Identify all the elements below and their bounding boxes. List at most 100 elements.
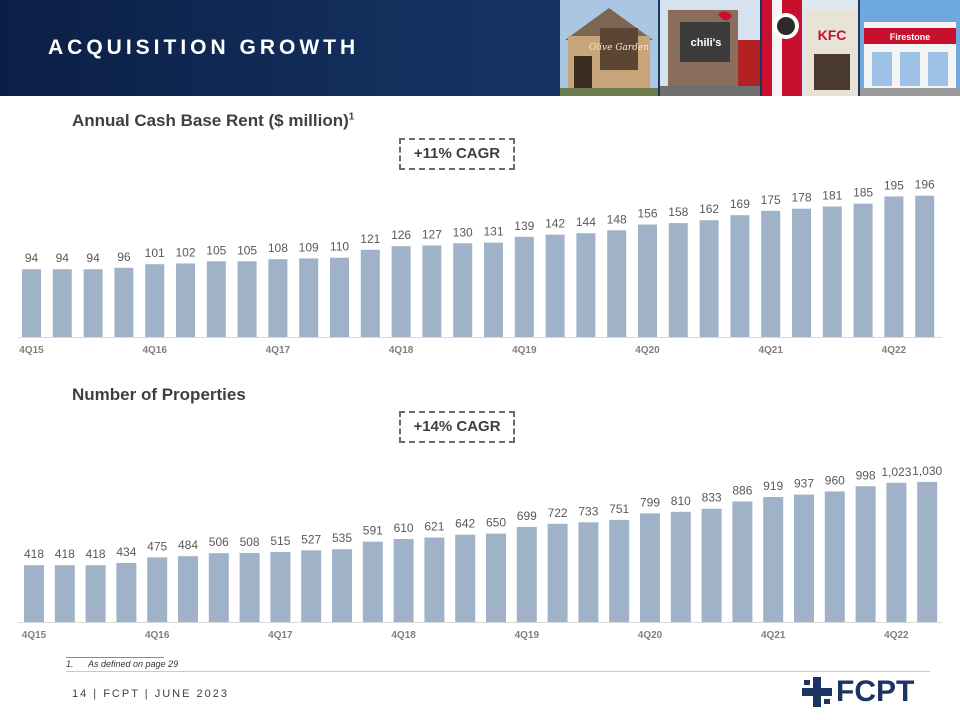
rent-cagr-box: +11% CAGR bbox=[399, 138, 515, 170]
rent-bar-1Q23 bbox=[915, 195, 935, 337]
kfc-sign: KFC bbox=[818, 27, 847, 43]
properties-bar-4Q17 bbox=[270, 551, 291, 622]
properties-data-label-4Q20: 799 bbox=[640, 495, 660, 509]
rent-bar-4Q17 bbox=[268, 259, 288, 337]
rent-bar-3Q19 bbox=[484, 242, 503, 337]
rent-data-label-2Q20: 144 bbox=[576, 215, 596, 229]
properties-data-label-4Q18: 610 bbox=[394, 521, 414, 535]
footnote-text: As defined on page 29 bbox=[88, 659, 179, 669]
rent-data-label-3Q20: 148 bbox=[607, 212, 627, 226]
rent-tick-label-4Q15: 4Q15 bbox=[19, 345, 44, 356]
rent-data-label-2Q21: 162 bbox=[699, 202, 719, 216]
rent-data-label-1Q20: 142 bbox=[545, 217, 565, 231]
rent-data-label-2Q18: 110 bbox=[330, 240, 349, 254]
properties-data-label-4Q21: 919 bbox=[763, 479, 783, 493]
rent-bar-3Q21 bbox=[730, 215, 750, 337]
properties-data-label-1Q18: 527 bbox=[301, 532, 321, 546]
rent-bar-1Q22 bbox=[792, 208, 811, 337]
properties-bar-3Q17 bbox=[239, 552, 260, 622]
properties-data-label-1Q17: 484 bbox=[178, 538, 198, 552]
properties-tick-label-4Q22: 4Q22 bbox=[884, 630, 909, 641]
footer-divider bbox=[66, 671, 930, 672]
rent-tick-label-4Q17: 4Q17 bbox=[266, 345, 291, 356]
properties-data-label-4Q17: 515 bbox=[270, 534, 290, 548]
olive-garden-sign: Olive Garden bbox=[589, 43, 649, 53]
rent-data-label-4Q21: 175 bbox=[761, 193, 781, 207]
properties-bar-2Q17 bbox=[208, 553, 229, 622]
properties-bar-1Q20 bbox=[547, 523, 568, 622]
rent-bar-1Q16 bbox=[52, 269, 72, 337]
properties-bar-3Q21 bbox=[732, 501, 753, 622]
rent-bar-2Q21 bbox=[699, 220, 719, 337]
rent-bar-3Q22 bbox=[853, 203, 873, 337]
properties-bar-1Q17 bbox=[178, 556, 198, 622]
rent-data-label-4Q20: 156 bbox=[637, 207, 657, 221]
rent-tick-label-4Q21: 4Q21 bbox=[758, 345, 783, 356]
properties-bar-1Q21 bbox=[670, 511, 691, 622]
properties-data-label-2Q17: 506 bbox=[209, 535, 229, 549]
rent-data-label-1Q17: 102 bbox=[175, 245, 195, 259]
rent-bar-3Q16 bbox=[114, 267, 134, 337]
rent-data-label-3Q16: 96 bbox=[117, 250, 131, 264]
rent-chart-title: Annual Cash Base Rent ($ million)1 bbox=[72, 111, 355, 130]
chilis-photo: chili's bbox=[660, 0, 760, 96]
properties-data-label-4Q19: 699 bbox=[517, 509, 537, 523]
properties-data-label-1Q20: 722 bbox=[548, 506, 568, 520]
rent-data-label-4Q17: 108 bbox=[268, 241, 288, 255]
properties-bar-3Q22 bbox=[855, 486, 876, 622]
footnote: 1. As defined on page 29 bbox=[66, 659, 178, 669]
footnote-divider bbox=[66, 657, 164, 658]
header-banner: ACQUISITION GROWTH Olive Garden chili's bbox=[0, 0, 960, 96]
rent-bar-1Q21 bbox=[668, 223, 688, 337]
rent-bar-4Q19 bbox=[514, 236, 534, 337]
properties-data-label-4Q16: 475 bbox=[147, 539, 167, 553]
properties-bar-4Q15 bbox=[24, 565, 44, 622]
properties-data-label-3Q16: 434 bbox=[116, 545, 136, 559]
rent-data-label-4Q16: 101 bbox=[145, 246, 165, 260]
properties-data-label-3Q18: 591 bbox=[363, 524, 383, 538]
properties-data-label-2Q16: 418 bbox=[86, 547, 106, 561]
properties-bar-1Q23 bbox=[917, 481, 938, 622]
rent-data-label-1Q16: 94 bbox=[56, 251, 70, 265]
rent-bar-3Q18 bbox=[360, 249, 380, 337]
rent-bar-2Q19 bbox=[453, 243, 473, 337]
rent-data-label-1Q19: 127 bbox=[422, 227, 442, 241]
properties-data-label-3Q17: 508 bbox=[240, 535, 260, 549]
rent-data-label-1Q23: 196 bbox=[915, 178, 935, 192]
properties-tick-label-4Q16: 4Q16 bbox=[145, 630, 170, 641]
properties-data-label-3Q21: 886 bbox=[732, 484, 752, 498]
properties-bar-4Q16 bbox=[147, 557, 168, 622]
rent-data-label-1Q22: 178 bbox=[791, 191, 811, 205]
properties-tick-label-4Q21: 4Q21 bbox=[761, 630, 786, 641]
rent-data-label-4Q19: 139 bbox=[514, 219, 534, 233]
rent-data-label-3Q18: 121 bbox=[360, 232, 380, 246]
rent-bar-1Q18 bbox=[299, 258, 319, 337]
properties-bar-4Q21 bbox=[763, 497, 784, 622]
properties-bar-2Q20 bbox=[578, 522, 599, 622]
properties-bar-4Q20 bbox=[640, 513, 660, 622]
footer-page-info: 14 | FCPT | JUNE 2023 bbox=[72, 688, 229, 700]
properties-bar-3Q18 bbox=[362, 541, 383, 622]
properties-tick-label-4Q18: 4Q18 bbox=[391, 630, 416, 641]
rent-bar-4Q20 bbox=[638, 224, 657, 337]
properties-data-label-2Q22: 960 bbox=[825, 473, 845, 487]
rent-data-label-2Q17: 105 bbox=[206, 243, 226, 257]
properties-bar-2Q21 bbox=[701, 508, 722, 622]
properties-data-label-1Q19: 621 bbox=[424, 520, 444, 534]
properties-bar-2Q16 bbox=[85, 565, 106, 622]
rent-bar-4Q21 bbox=[761, 210, 781, 337]
properties-bar-2Q18 bbox=[332, 549, 352, 622]
properties-bar-chart: 418 418 418 434 475 484 506 508 515 527 535 591 610 6… bbox=[18, 464, 943, 641]
rent-tick-label-4Q19: 4Q19 bbox=[512, 345, 537, 356]
olive-garden-photo: Olive Garden bbox=[560, 0, 658, 96]
rent-tick-label-4Q18: 4Q18 bbox=[389, 345, 414, 356]
properties-bar-2Q22 bbox=[824, 491, 845, 622]
rent-bar-chart: 94 94 94 96 101 102 105 105 108 109 110 121 126 127 13… bbox=[18, 178, 942, 356]
rent-tick-label-4Q16: 4Q16 bbox=[142, 345, 167, 356]
properties-cagr-box: +14% CAGR bbox=[399, 411, 515, 443]
properties-tick-label-4Q20: 4Q20 bbox=[638, 630, 663, 641]
properties-tick-label-4Q17: 4Q17 bbox=[268, 630, 293, 641]
rent-data-label-2Q19: 130 bbox=[453, 225, 473, 239]
rent-data-label-1Q21: 158 bbox=[668, 205, 688, 219]
properties-bar-4Q18 bbox=[393, 539, 414, 622]
